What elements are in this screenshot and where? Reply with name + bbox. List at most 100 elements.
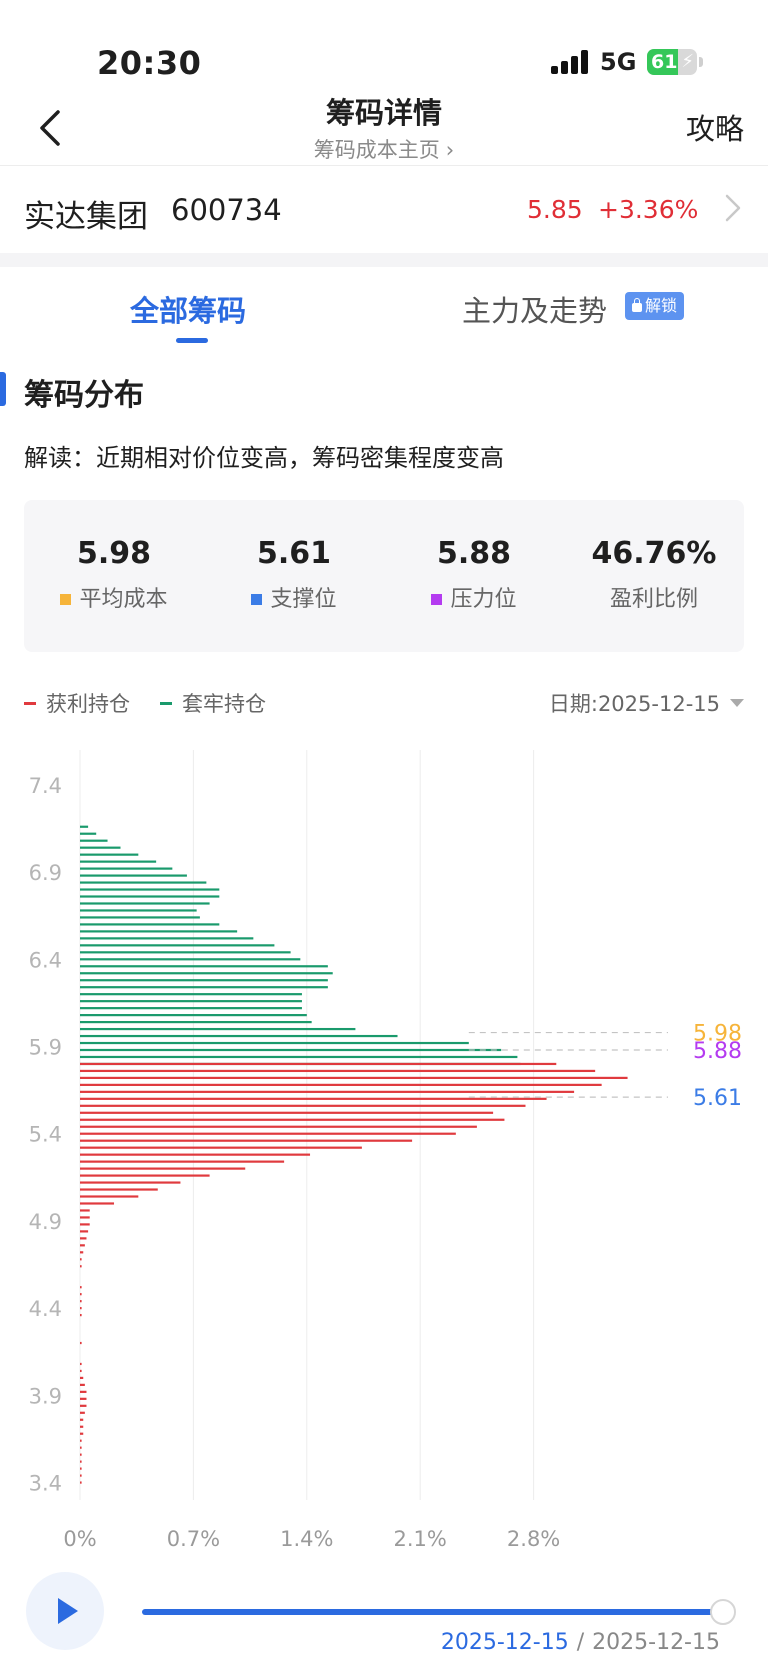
date-label: 日期:2025-12-15 (548, 692, 720, 716)
profit-bar (80, 1258, 82, 1261)
charging-icon: ⚡ (681, 51, 694, 72)
profit-bar (80, 1237, 87, 1240)
trapped-bar (80, 972, 333, 975)
play-icon (58, 1598, 78, 1624)
marker-label: 5.88 (693, 1039, 742, 1064)
stat-label-row: 盈利比例 (564, 581, 744, 613)
play-button[interactable] (26, 1572, 104, 1650)
profit-bar (80, 1446, 82, 1449)
status-time: 20:30 (97, 44, 202, 82)
tab-main-force-trend[interactable]: 主力及走势 (462, 294, 608, 328)
battery-percent: 61 (651, 51, 678, 73)
active-tab-indicator (176, 338, 208, 343)
y-tick-label: 3.9 (29, 1384, 62, 1408)
back-arrow-icon[interactable] (36, 108, 66, 148)
status-bar: 20:30 5G 61 ⚡ (0, 0, 768, 96)
trapped-bar (80, 958, 301, 961)
profit-bar (80, 1202, 115, 1205)
strategy-link[interactable]: 攻略 (685, 112, 744, 146)
lock-icon (632, 298, 642, 312)
profit-bar (80, 1097, 547, 1100)
y-tick-label: 4.4 (29, 1297, 62, 1321)
stat-support: 5.61 支撑位 (204, 536, 384, 613)
stat-profit-ratio: 46.76% 盈利比例 (564, 536, 744, 613)
legend-label: 获利持仓 (46, 692, 130, 716)
profit-bar (80, 1425, 84, 1428)
x-tick-label: 2.1% (394, 1527, 447, 1551)
unlock-label: 解锁 (645, 296, 678, 315)
chip-cost-home-link[interactable]: 筹码成本主页 › (0, 134, 768, 164)
trapped-bar (80, 1000, 302, 1003)
trapped-bar (80, 979, 328, 982)
x-tick-label: 2.8% (507, 1527, 560, 1551)
profit-bar (80, 1153, 311, 1156)
trapped-bar (80, 951, 291, 954)
profit-bar (80, 1460, 82, 1463)
marker-label: 5.61 (693, 1086, 742, 1111)
trapped-bar (80, 1041, 469, 1045)
trapped-bar (80, 874, 187, 877)
trapped-bar (80, 916, 200, 919)
profit-bar (80, 1125, 477, 1128)
profit-bar (80, 1300, 82, 1303)
profit-bar (80, 1251, 84, 1254)
y-tick-label: 7.4 (29, 774, 62, 798)
profit-bar (80, 1167, 246, 1170)
profit-bar (80, 1174, 210, 1177)
profit-bar (80, 1111, 494, 1114)
trapped-bar (80, 944, 275, 947)
profit-bar (80, 1390, 87, 1393)
stat-label: 平均成本 (79, 587, 168, 612)
tab-all-chips[interactable]: 全部筹码 (130, 294, 247, 328)
pressure-dot (431, 594, 443, 605)
nav-bar: 筹码详情 筹码成本主页 › 攻略 (0, 90, 768, 166)
legend-profit: 获利持仓 (24, 688, 130, 718)
stat-label-row: 压力位 (384, 581, 564, 613)
timeline-thumb[interactable] (710, 1599, 736, 1625)
y-tick-label: 3.4 (29, 1472, 62, 1496)
stock-row[interactable]: 实达集团 600734 5.85 +3.36% (0, 167, 768, 253)
stock-code: 600734 (171, 193, 282, 227)
profit-bar (80, 1160, 285, 1163)
unlock-badge[interactable]: 解锁 (625, 292, 685, 320)
page-title: 筹码详情 (325, 96, 442, 130)
profit-bar (80, 1188, 158, 1191)
profit-bar (80, 1146, 362, 1149)
legend-swatch (160, 701, 172, 705)
profit-bar (80, 1362, 82, 1366)
trapped-bar (80, 1048, 502, 1052)
profit-bar (80, 1404, 87, 1407)
legend-label: 套牢持仓 (182, 692, 266, 716)
trapped-bar (80, 902, 210, 905)
section-marker (0, 372, 6, 406)
profit-bar (80, 1411, 85, 1414)
trapped-bar (80, 986, 328, 989)
profit-bar (80, 1293, 82, 1296)
profit-bar (80, 1286, 82, 1289)
trapped-bar (80, 825, 89, 828)
profit-bar (80, 1090, 575, 1093)
profit-bar (80, 1383, 85, 1386)
y-tick-label: 6.9 (29, 861, 62, 885)
profit-bar (80, 1104, 526, 1107)
timeline-track[interactable] (142, 1609, 724, 1615)
x-tick-label: 0% (63, 1527, 96, 1551)
battery-level (647, 49, 678, 75)
date-separator: / (576, 1630, 585, 1655)
profit-bar (80, 1481, 82, 1484)
battery-icon: 61 ⚡ (647, 49, 697, 75)
stats-card: 5.98 平均成本 5.61 支撑位 5.88 压力位 46.76% 盈利比例 (24, 500, 744, 652)
trapped-bar (80, 832, 97, 835)
trapped-bar (80, 923, 220, 926)
y-tick-label: 5.9 (29, 1036, 62, 1060)
chevron-right-icon (725, 194, 741, 222)
profit-bar (80, 1474, 82, 1477)
trapped-bar (80, 965, 328, 968)
profit-bar (80, 1467, 82, 1470)
stat-value: 5.88 (436, 536, 512, 571)
profit-bar (80, 1076, 628, 1080)
date-selector[interactable]: 日期:2025-12-15 (549, 688, 744, 718)
trapped-bar (80, 909, 197, 912)
trapped-bar (80, 888, 220, 891)
